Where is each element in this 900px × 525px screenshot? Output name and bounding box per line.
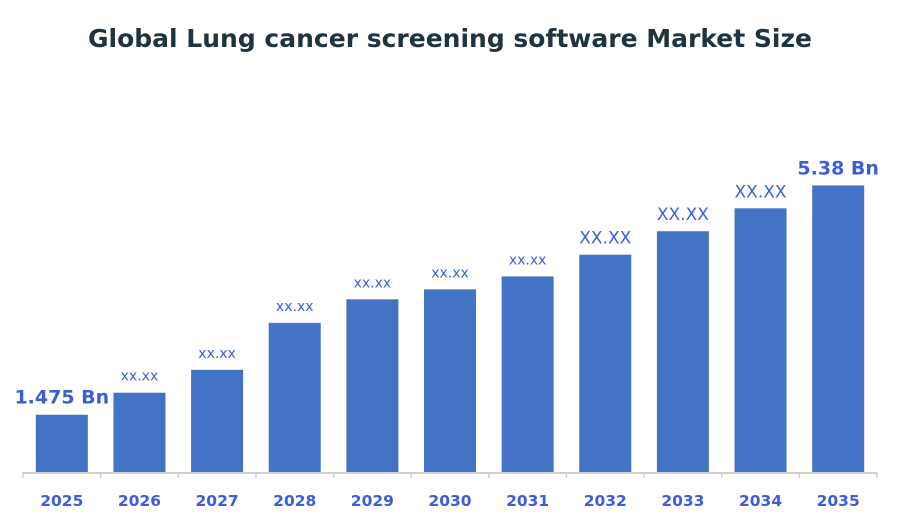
x-tick-label: 2028 — [273, 492, 316, 510]
data-label: xx.xx — [431, 265, 469, 281]
bar-2033 — [656, 231, 709, 472]
x-tick-label: 2029 — [351, 492, 394, 510]
data-label: xx.xx — [121, 369, 159, 385]
data-label: xx.xx — [509, 252, 547, 268]
data-label: 5.38 Bn — [797, 157, 879, 179]
data-labels-group: 1.475 Bn xx.xx xx.xx xx.xx xx.xx xx.xx xx.xx XX… — [14, 157, 878, 408]
x-tick-label: 2035 — [817, 492, 860, 510]
data-label: XX.XX — [579, 229, 631, 249]
data-label: 1.475 Bn — [14, 387, 109, 409]
data-label: XX.XX — [735, 182, 787, 202]
x-tick-label: 2031 — [506, 492, 549, 510]
chart-title: Global Lung cancer screening software Ma… — [88, 24, 812, 53]
x-tick-label: 2034 — [739, 492, 782, 510]
bar-2029 — [346, 299, 399, 472]
x-tick-label: 2033 — [661, 492, 704, 510]
bar-2030 — [424, 289, 476, 472]
bar-2031 — [501, 276, 554, 472]
data-label: xx.xx — [276, 299, 314, 315]
x-axis: 2025 2026 2027 2028 2029 2030 2031 2032 2033 2034… — [22, 472, 878, 510]
x-tick-label: 2025 — [40, 492, 83, 510]
bars-group — [35, 185, 865, 473]
bar-2026 — [113, 392, 166, 472]
bar-2034 — [734, 208, 787, 472]
x-tick-label: 2026 — [118, 492, 161, 510]
bar-2028 — [268, 322, 321, 472]
x-tick-label: 2027 — [196, 492, 239, 510]
bar-2035 — [812, 185, 865, 473]
bar-2027 — [191, 369, 244, 472]
data-label: xx.xx — [354, 275, 392, 291]
bar-2025 — [35, 414, 88, 472]
x-tick-label: 2032 — [584, 492, 627, 510]
bar-2032 — [579, 254, 632, 472]
data-label: xx.xx — [198, 346, 236, 362]
data-label: XX.XX — [657, 205, 709, 225]
x-tick-label: 2030 — [428, 492, 471, 510]
